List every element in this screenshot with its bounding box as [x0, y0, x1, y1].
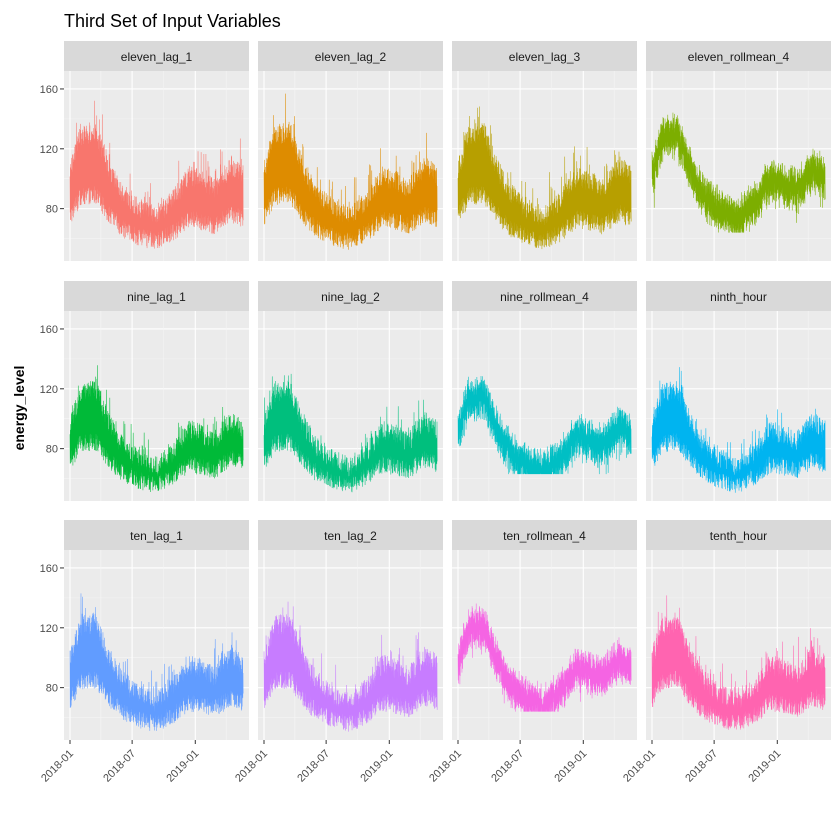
y-axis-title: energy_level [11, 366, 27, 451]
facet-strip-label: nine_lag_2 [321, 290, 380, 304]
facet-strip-label: nine_rollmean_4 [500, 290, 589, 304]
x-tick-label: 2018-07 [101, 748, 138, 785]
x-tick-label: 2019-01 [746, 748, 783, 785]
facet-strip-label: ten_lag_1 [130, 529, 183, 543]
y-tick-label: 80 [46, 683, 58, 695]
y-tick-label: 80 [46, 204, 58, 216]
facet-panel-eleven_lag_3: eleven_lag_3 [452, 41, 637, 261]
chart-title: Third Set of Input Variables [64, 11, 281, 31]
facet-panel-eleven_lag_2: eleven_lag_2 [258, 41, 443, 261]
facet-strip-label: nine_lag_1 [127, 290, 186, 304]
x-tick-label: 2018-01 [233, 748, 270, 785]
facet-panel-nine_lag_2: nine_lag_2 [258, 281, 443, 501]
x-tick-label: 2019-01 [164, 748, 201, 785]
facet-panels: eleven_lag_1 80 120 160 eleven_lag_2 eleven_l… [39, 41, 831, 785]
facet-panel-ten_rollmean_4: ten_rollmean_4 2018-01 2018-07 2019-01 [427, 520, 637, 785]
x-tick-label: 2018-07 [489, 748, 526, 785]
facet-strip-label: tenth_hour [710, 529, 767, 543]
facet-panel-ninth_hour: ninth_hour [646, 281, 831, 501]
y-tick-label: 120 [40, 384, 58, 396]
y-tick-label: 80 [46, 444, 58, 456]
y-tick-label: 120 [40, 144, 58, 156]
facet-strip-label: eleven_rollmean_4 [688, 50, 790, 64]
x-tick-label: 2018-01 [427, 748, 464, 785]
x-tick-label: 2019-01 [552, 748, 589, 785]
facet-panel-nine_lag_1: nine_lag_1 80 120 160 [40, 281, 249, 501]
facet-panel-eleven_lag_1: eleven_lag_1 80 120 160 [40, 41, 249, 261]
facet-panel-eleven_rollmean_4: eleven_rollmean_4 [646, 41, 831, 261]
x-tick-label: 2018-01 [621, 748, 658, 785]
facet-panel-ten_lag_1: ten_lag_1 80 120 160 2018-01 2018-07 2019-01 [39, 520, 249, 785]
x-tick-label: 2018-07 [295, 748, 332, 785]
facet-strip-label: ten_lag_2 [324, 529, 377, 543]
y-tick-label: 160 [40, 324, 58, 336]
x-tick-label: 2018-07 [683, 748, 720, 785]
facet-strip-label: eleven_lag_2 [315, 50, 387, 64]
x-tick-label: 2019-01 [358, 748, 395, 785]
facet-strip-label: ten_rollmean_4 [503, 529, 586, 543]
facet-panel-tenth_hour: tenth_hour 2018-01 2018-07 2019-01 [621, 520, 831, 785]
facet-strip-label: eleven_lag_3 [509, 50, 581, 64]
facet-strip-label: ninth_hour [710, 290, 767, 304]
y-tick-label: 160 [40, 563, 58, 575]
facet-strip-label: eleven_lag_1 [121, 50, 193, 64]
y-tick-label: 120 [40, 623, 58, 635]
x-tick-label: 2018-01 [39, 748, 76, 785]
facet-panel-ten_lag_2: ten_lag_2 2018-01 2018-07 2019-01 [233, 520, 443, 785]
facet-panel-nine_rollmean_4: nine_rollmean_4 [452, 281, 637, 501]
y-tick-label: 160 [40, 84, 58, 96]
